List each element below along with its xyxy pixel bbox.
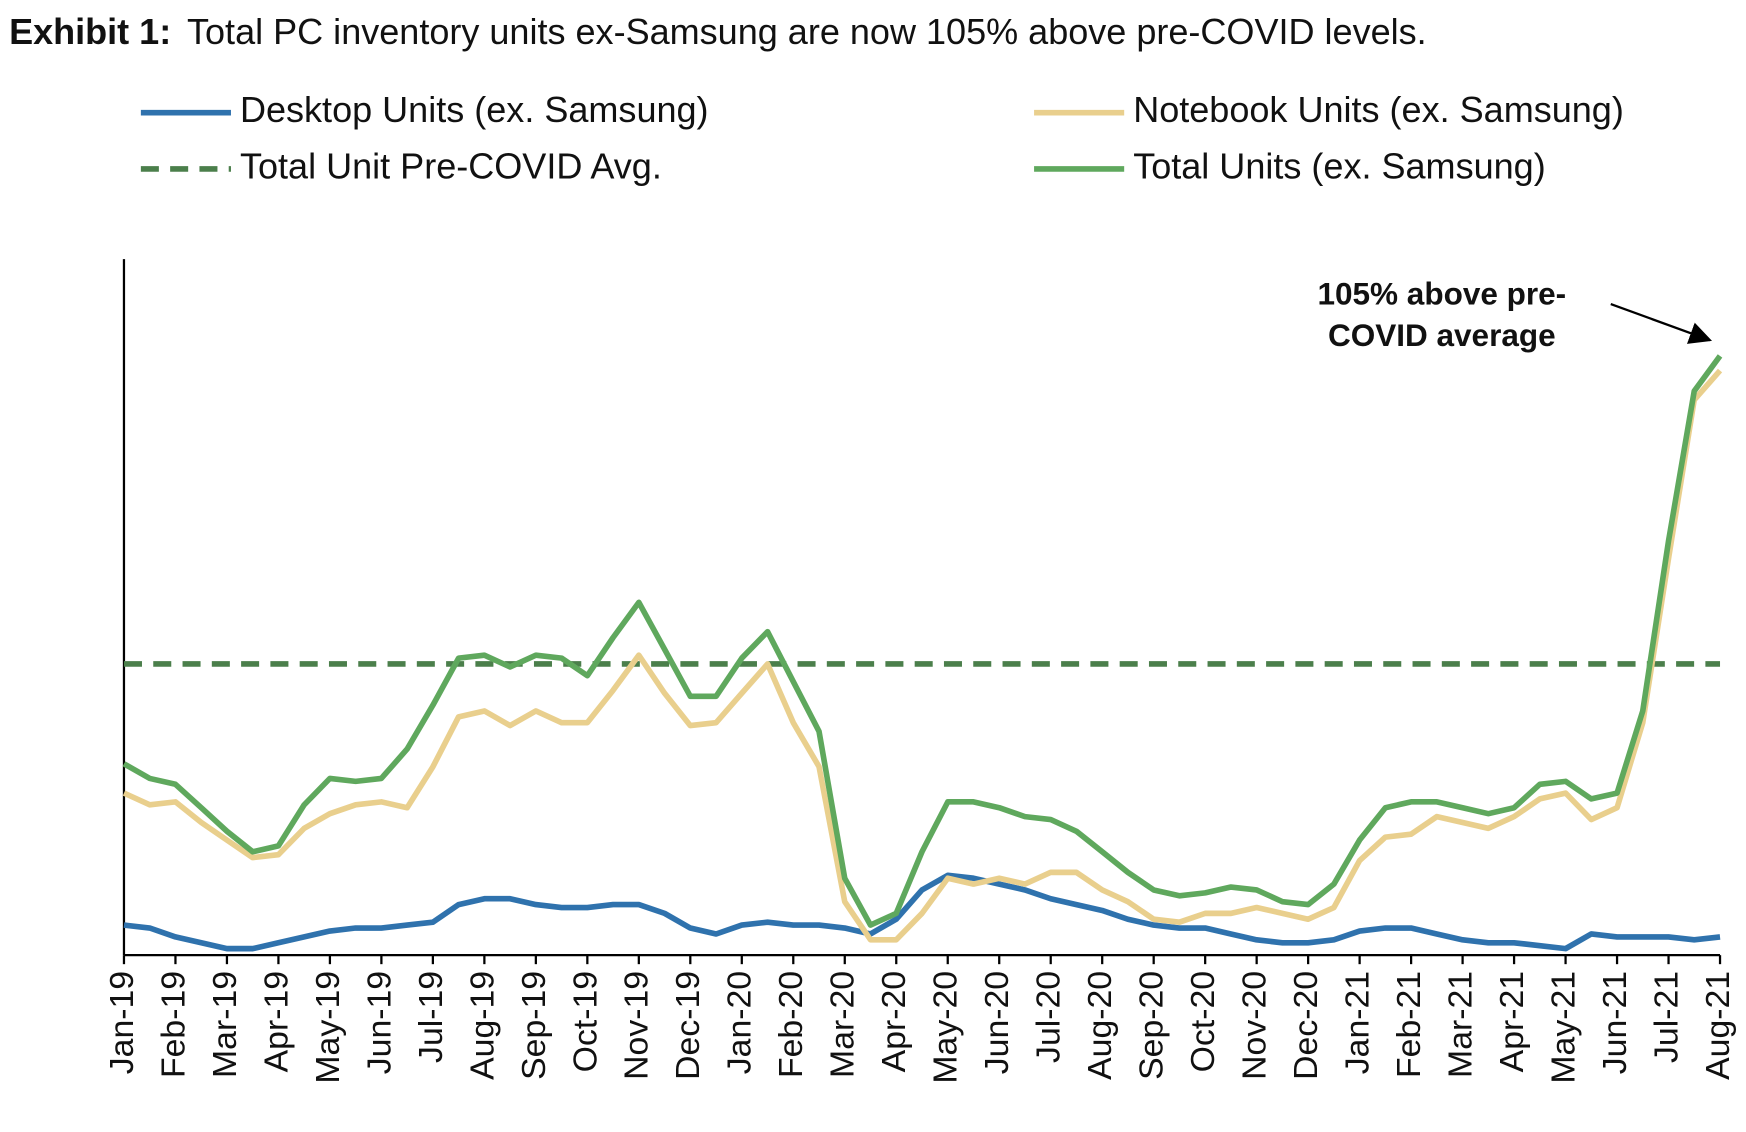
x-tick-label: Jul-19 — [412, 971, 450, 1063]
x-tick-label: Feb-19 — [154, 971, 192, 1078]
x-tick-label: May-20 — [927, 971, 965, 1084]
x-tick-label: Jul-21 — [1647, 971, 1685, 1063]
legend: Desktop Units (ex. Samsung) Notebook Unit… — [140, 89, 1624, 186]
series-line — [122, 368, 1723, 943]
x-tick-label: Jun-19 — [360, 971, 398, 1074]
x-tick-label: Apr-19 — [257, 971, 295, 1072]
legend-label: Total Unit Pre-COVID Avg. — [240, 145, 662, 186]
x-tick-label: Jan-21 — [1339, 971, 1377, 1074]
title-label: Exhibit 1: — [9, 10, 171, 51]
x-tick-label: Sep-19 — [515, 971, 553, 1080]
x-tick-label: Dec-20 — [1287, 971, 1325, 1080]
x-tick-label: Jan-20 — [721, 971, 759, 1074]
series-line — [123, 872, 1721, 952]
x-tick-label: Oct-19 — [566, 971, 604, 1072]
x-tick-label: May-21 — [1544, 971, 1582, 1084]
legend-label: Total Units (ex. Samsung) — [1133, 145, 1546, 186]
x-tick-label: May-19 — [309, 971, 347, 1084]
x-tick-label: Mar-21 — [1442, 971, 1480, 1078]
x-tick-label: Jan-19 — [103, 971, 141, 1074]
x-tick-label: Mar-19 — [206, 971, 244, 1078]
legend-label: Notebook Units (ex. Samsung) — [1133, 89, 1624, 130]
series-line — [122, 354, 1723, 928]
title-text: Total PC inventory units ex-Samsung are … — [187, 10, 1427, 51]
x-tick-label: Aug-21 — [1699, 971, 1737, 1080]
x-tick-label: Aug-19 — [463, 971, 501, 1080]
x-tick-label: Mar-20 — [824, 971, 862, 1078]
chart-title: Exhibit 1: Total PC inventory units ex-Sa… — [9, 10, 1427, 51]
x-tick-label: Jul-20 — [1030, 971, 1068, 1063]
x-tick-label: Jun-21 — [1596, 971, 1634, 1074]
x-tick-label: Dec-19 — [669, 971, 707, 1080]
x-tick-label: Nov-20 — [1236, 971, 1274, 1080]
annotation: COVID average — [1328, 317, 1556, 353]
legend-label: Desktop Units (ex. Samsung) — [240, 89, 709, 130]
x-tick-label: Sep-20 — [1133, 971, 1171, 1080]
annotation: 105% above pre- — [1317, 276, 1566, 312]
x-tick-label: Apr-20 — [875, 971, 913, 1072]
x-tick-label: Feb-21 — [1390, 971, 1428, 1078]
x-tick-label: Feb-20 — [772, 971, 810, 1078]
x-tick-label: Aug-20 — [1081, 971, 1119, 1080]
x-tick-label: Nov-19 — [618, 971, 656, 1080]
x-tick-label: Apr-21 — [1493, 971, 1531, 1072]
annotation-arrow — [1610, 303, 1713, 344]
x-tick-label: Jun-20 — [978, 971, 1016, 1074]
x-tick-label: Oct-20 — [1184, 971, 1222, 1072]
